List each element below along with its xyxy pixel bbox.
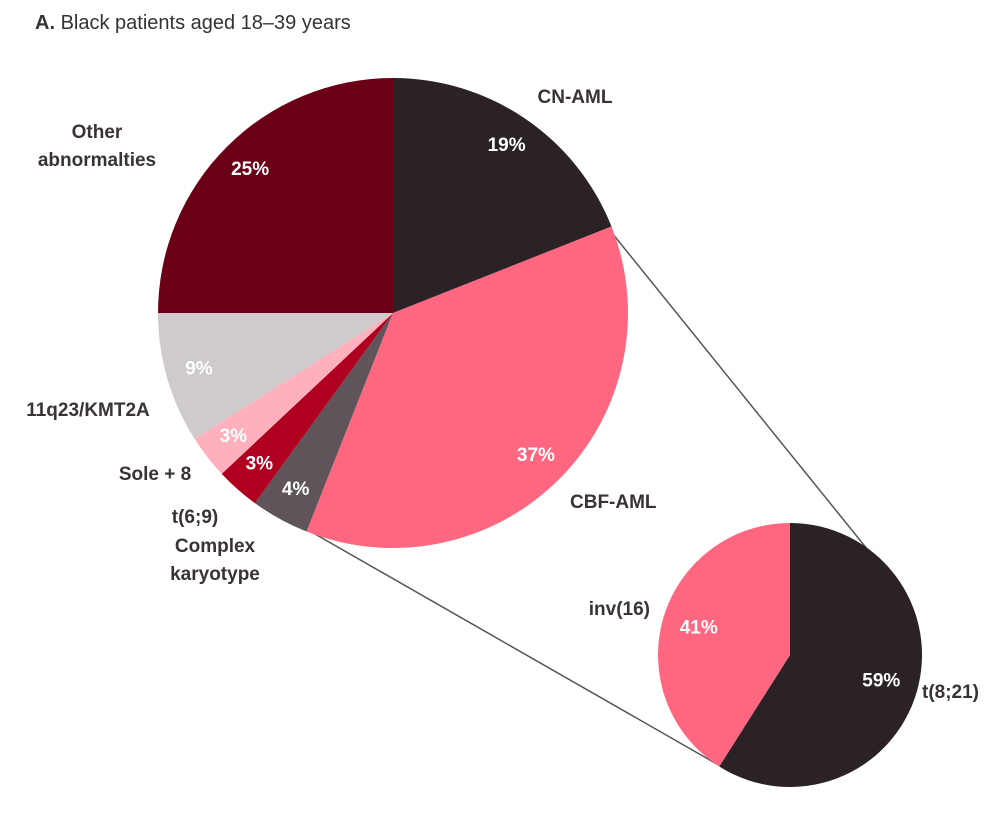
connector bbox=[307, 529, 723, 768]
panel-label: A. bbox=[35, 12, 55, 34]
category-label: t(6;9) bbox=[172, 507, 218, 528]
value-label: 25% bbox=[231, 159, 269, 180]
pie-slice bbox=[221, 313, 393, 504]
title: Black patients aged 18–39 years bbox=[61, 12, 351, 34]
label-line: Other bbox=[72, 122, 123, 143]
pie-slice bbox=[158, 313, 393, 439]
connector bbox=[607, 227, 877, 561]
category-label: CN-AML bbox=[538, 87, 613, 108]
pie-slice bbox=[158, 78, 393, 313]
value-label: 3% bbox=[246, 454, 274, 475]
pie-slice bbox=[393, 78, 612, 313]
label-line: abnormalties bbox=[38, 150, 156, 171]
value-label: 3% bbox=[220, 426, 248, 447]
value-label: 41% bbox=[680, 618, 718, 639]
pie-slice bbox=[254, 313, 393, 532]
pie-slice bbox=[657, 523, 790, 767]
category-label: Sole + 8 bbox=[119, 464, 191, 485]
chart-title: A. Black patients aged 18–39 years bbox=[35, 12, 351, 34]
pie-slice bbox=[719, 523, 922, 788]
category-label: inv(16) bbox=[589, 599, 650, 620]
label-line: Complex bbox=[175, 536, 256, 557]
category-label: Complex karyotype bbox=[170, 536, 260, 585]
value-label: 19% bbox=[488, 135, 526, 156]
value-label: 59% bbox=[862, 671, 900, 692]
category-label: Other abnormalties bbox=[38, 122, 156, 171]
value-label: 9% bbox=[185, 358, 213, 379]
category-label: 11q23/KMT2A bbox=[26, 400, 150, 421]
category-label: CBF-AML bbox=[570, 492, 657, 513]
pie-slice bbox=[306, 226, 628, 548]
value-label: 37% bbox=[517, 445, 555, 466]
label-line: karyotype bbox=[170, 564, 260, 585]
category-label: t(8;21) bbox=[922, 682, 979, 703]
value-label: 4% bbox=[282, 479, 310, 500]
pie-slice bbox=[194, 313, 393, 474]
